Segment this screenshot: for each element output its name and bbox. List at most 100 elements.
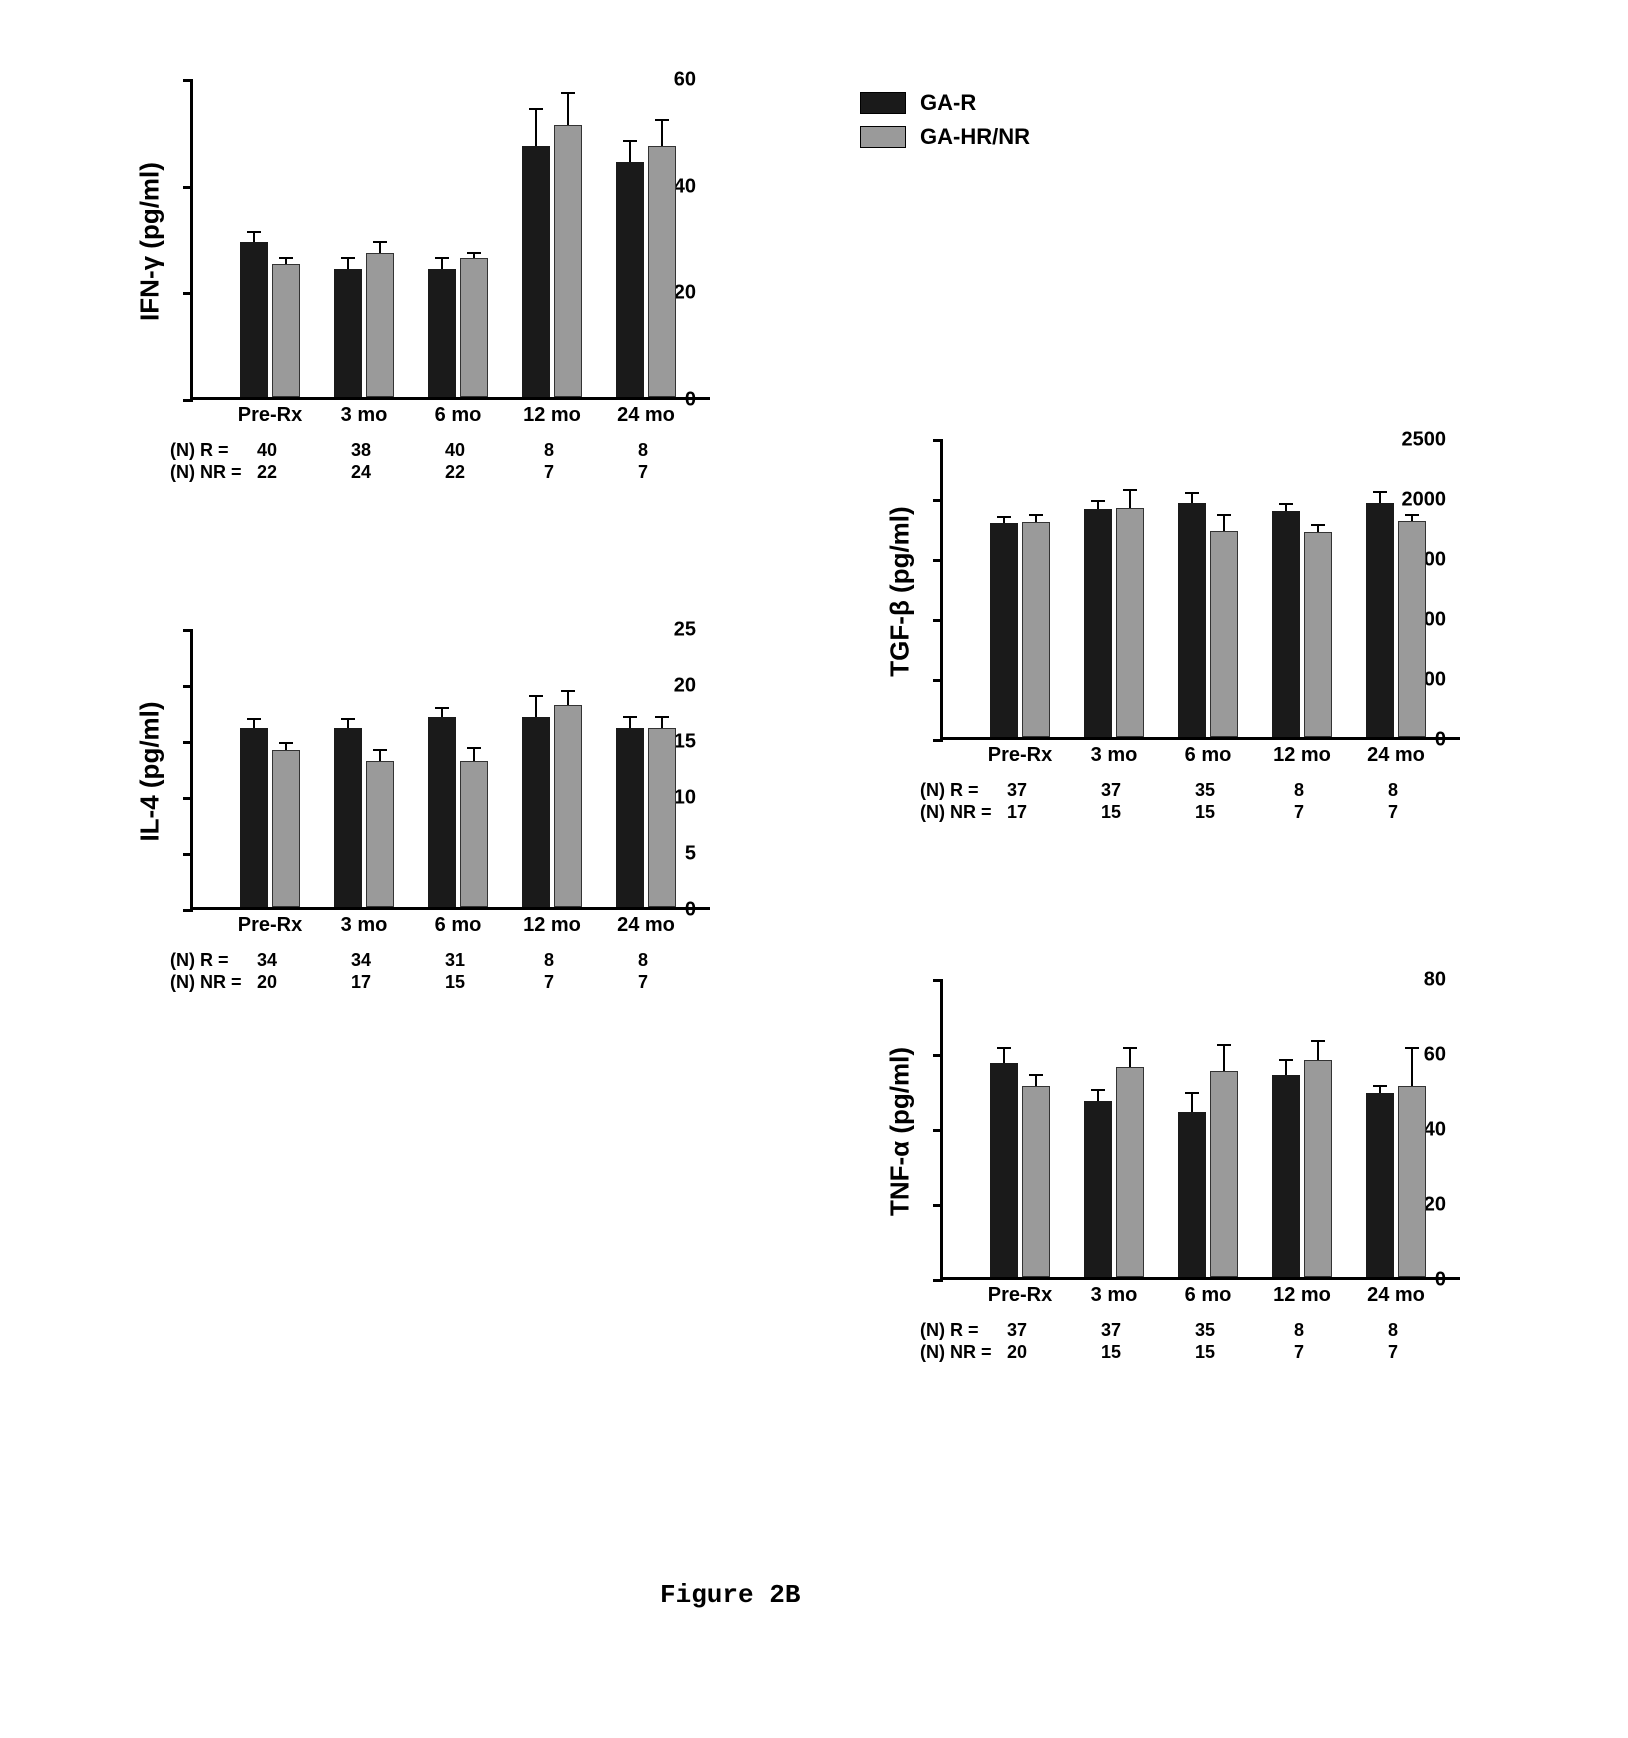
- x-tick-label: 6 mo: [1185, 1284, 1232, 1307]
- n-row-label: (N) NR =: [920, 1342, 992, 1363]
- error-cap: [1091, 1089, 1105, 1091]
- error-bar: [379, 750, 381, 761]
- n-value: 34: [257, 950, 277, 971]
- error-bar: [1285, 1060, 1287, 1075]
- y-axis-label: IL-4 (pg/ml): [135, 632, 166, 912]
- error-bar: [1223, 515, 1225, 531]
- legend-item-ga-r: GA-R: [860, 90, 1030, 116]
- error-cap: [373, 241, 387, 243]
- y-tick: [933, 499, 943, 502]
- bar-ga-hr-nr: [1022, 1086, 1050, 1277]
- error-bar: [253, 719, 255, 728]
- y-tick: [933, 679, 943, 682]
- n-value: 35: [1195, 1320, 1215, 1341]
- error-cap: [529, 695, 543, 697]
- error-bar: [1097, 1090, 1099, 1101]
- error-cap: [1029, 1074, 1043, 1076]
- x-tick-label: 12 mo: [1273, 1284, 1331, 1307]
- x-tick-label: 12 mo: [1273, 744, 1331, 767]
- n-value: 17: [1007, 802, 1027, 823]
- n-value: 38: [351, 440, 371, 461]
- legend-swatch-dark: [860, 92, 906, 114]
- n-value: 37: [1101, 1320, 1121, 1341]
- x-tick-label: 24 mo: [617, 914, 675, 937]
- error-cap: [997, 1047, 1011, 1049]
- error-bar: [1223, 1045, 1225, 1071]
- error-bar: [1379, 492, 1381, 503]
- bar-ga-hr-nr: [1116, 1067, 1144, 1277]
- bar-ga-r: [522, 717, 550, 907]
- y-tick: [183, 797, 193, 800]
- error-cap: [341, 718, 355, 720]
- n-value: 7: [638, 462, 648, 483]
- error-bar: [1129, 490, 1131, 508]
- error-cap: [279, 742, 293, 744]
- x-tick-label: 24 mo: [617, 404, 675, 427]
- error-cap: [1405, 514, 1419, 516]
- error-cap: [435, 707, 449, 709]
- n-value: 40: [445, 440, 465, 461]
- error-cap: [435, 257, 449, 259]
- y-tick: [183, 853, 193, 856]
- n-value: 8: [1388, 1320, 1398, 1341]
- bar-ga-hr-nr: [366, 253, 394, 397]
- error-cap: [279, 257, 293, 259]
- y-tick-label: 60: [674, 69, 696, 92]
- n-value: 8: [638, 950, 648, 971]
- bar-ga-hr-nr: [1210, 1071, 1238, 1277]
- chart-area: 0510152025Pre-Rx3 mo6 mo12 mo24 mo: [190, 630, 710, 910]
- y-tick: [933, 1054, 943, 1057]
- legend-item-ga-hrnr: GA-HR/NR: [860, 124, 1030, 150]
- x-tick-label: 6 mo: [435, 404, 482, 427]
- y-tick: [933, 559, 943, 562]
- n-value: 22: [257, 462, 277, 483]
- n-value: 22: [445, 462, 465, 483]
- chart-tnf: 020406080Pre-Rx3 mo6 mo12 mo24 moTNF-α (…: [940, 980, 1460, 1280]
- error-bar: [1317, 1041, 1319, 1060]
- n-value: 7: [1388, 802, 1398, 823]
- y-tick-label: 10: [674, 787, 696, 810]
- n-value: 8: [638, 440, 648, 461]
- bar-ga-hr-nr: [460, 761, 488, 907]
- error-bar: [567, 93, 569, 125]
- bar-ga-r: [616, 162, 644, 397]
- bar-ga-hr-nr: [460, 258, 488, 397]
- y-axis-label: TGF-β (pg/ml): [885, 442, 916, 742]
- y-tick-label: 20: [674, 282, 696, 305]
- bar-ga-r: [428, 717, 456, 907]
- bar-ga-r: [1272, 511, 1300, 737]
- n-value: 7: [1294, 1342, 1304, 1363]
- error-cap: [655, 716, 669, 718]
- bar-ga-hr-nr: [1210, 531, 1238, 737]
- bar-ga-hr-nr: [1398, 521, 1426, 737]
- bar-ga-hr-nr: [648, 146, 676, 397]
- error-bar: [629, 717, 631, 728]
- y-axis-label: IFN-γ (pg/ml): [135, 82, 166, 402]
- error-bar: [1191, 1093, 1193, 1112]
- n-value: 34: [351, 950, 371, 971]
- x-tick-label: 3 mo: [1091, 1284, 1138, 1307]
- bar-ga-r: [428, 269, 456, 397]
- n-value: 8: [1294, 780, 1304, 801]
- n-table: (N) R =40384088(N) NR =22242277: [190, 440, 710, 500]
- y-tick: [933, 1279, 943, 1282]
- error-bar: [1003, 1048, 1005, 1063]
- n-value: 20: [1007, 1342, 1027, 1363]
- n-value: 40: [257, 440, 277, 461]
- x-tick-label: 24 mo: [1367, 1284, 1425, 1307]
- bar-ga-hr-nr: [1398, 1086, 1426, 1277]
- y-tick: [933, 439, 943, 442]
- error-cap: [561, 92, 575, 94]
- error-cap: [247, 718, 261, 720]
- bar-ga-hr-nr: [1116, 508, 1144, 737]
- legend-swatch-light: [860, 126, 906, 148]
- legend-label: GA-HR/NR: [920, 124, 1030, 150]
- error-bar: [661, 120, 663, 147]
- error-bar: [567, 691, 569, 706]
- bar-ga-hr-nr: [272, 750, 300, 907]
- x-tick-label: 6 mo: [1185, 744, 1232, 767]
- n-row-label: (N) R =: [920, 780, 979, 801]
- chart-tgf: 05001000150020002500Pre-Rx3 mo6 mo12 mo2…: [940, 440, 1460, 740]
- n-value: 20: [257, 972, 277, 993]
- chart-area: 05001000150020002500Pre-Rx3 mo6 mo12 mo2…: [940, 440, 1460, 740]
